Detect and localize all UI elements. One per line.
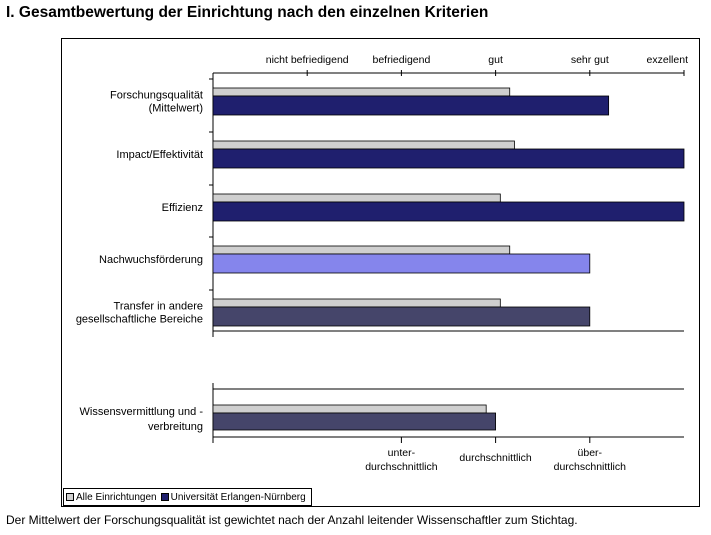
- legend-label-all: Alle Einrichtungen: [76, 491, 157, 503]
- category-label: (Mittelwert): [149, 103, 203, 115]
- top-axis-tick-label: befriedigend: [373, 54, 431, 66]
- category-label: Forschungsqualität: [110, 90, 203, 102]
- bar-erlangen: [212, 95, 610, 116]
- legend: Alle Einrichtungen Universität Erlangen-…: [63, 488, 312, 506]
- category-label: Impact/Effektivität: [116, 149, 203, 161]
- bottom-axis-tick-label: über-: [578, 447, 603, 459]
- top-axis-tick-label: gut: [488, 54, 503, 66]
- bar-all-institutions: [212, 404, 487, 414]
- legend-item-all: Alle Einrichtungen: [66, 492, 157, 503]
- bar-erlangen: [212, 306, 591, 327]
- legend-swatch-erlangen: [160, 493, 169, 501]
- bar-erlangen: [212, 201, 685, 222]
- bar-erlangen: [212, 148, 685, 169]
- legend-label-erlangen: Universität Erlangen-Nürnberg: [170, 491, 306, 503]
- category-label: Wissensvermittlung und -: [80, 406, 204, 418]
- chart-title: I. Gesamtbewertung der Einrichtung nach …: [6, 4, 489, 21]
- chart-frame: nicht befriedigend befriedigend gut sehr gu…: [61, 38, 700, 507]
- top-axis-tick-label: nicht befriedigend: [266, 54, 349, 66]
- bottom-axis-tick-label: durchschnittlich: [554, 461, 627, 473]
- bottom-axis-tick-label: unter-: [388, 447, 416, 459]
- bar-all-institutions: [212, 245, 511, 255]
- category-label: Nachwuchsförderung: [99, 254, 203, 266]
- bar-erlangen: [212, 253, 591, 274]
- top-axis-tick-label: sehr gut: [571, 54, 609, 66]
- bottom-axis-tick-label: durchschnittlich: [365, 461, 438, 473]
- chart-canvas: nicht befriedigend befriedigend gut sehr gu…: [76, 54, 689, 473]
- legend-swatch-all: [66, 493, 74, 501]
- bar-erlangen: [212, 412, 497, 431]
- footnote: Der Mittelwert der Forschungsqualität is…: [6, 513, 578, 527]
- bar-all-institutions: [212, 87, 511, 97]
- category-label: gesellschaftliche Bereiche: [76, 314, 203, 326]
- top-axis-tick-label: exzellent: [647, 54, 689, 66]
- category-label: Effizienz: [162, 202, 203, 214]
- bar-all-institutions: [212, 298, 501, 308]
- legend-item-erlangen: Universität Erlangen-Nürnberg: [160, 491, 306, 503]
- category-label: verbreitung: [148, 421, 203, 433]
- bar-all-institutions: [212, 140, 515, 150]
- bottom-axis-tick-label: durchschnittlich: [459, 452, 532, 464]
- category-label: Transfer in andere: [114, 301, 203, 313]
- bar-all-institutions: [212, 193, 501, 203]
